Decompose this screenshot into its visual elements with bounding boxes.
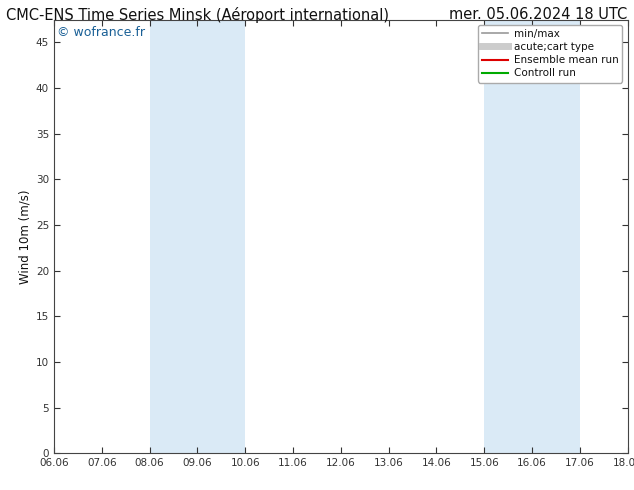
- Legend: min/max, acute;cart type, Ensemble mean run, Controll run: min/max, acute;cart type, Ensemble mean …: [478, 25, 623, 82]
- Bar: [150, 20, 245, 453]
- Text: mer. 05.06.2024 18 UTC: mer. 05.06.2024 18 UTC: [450, 7, 628, 23]
- Text: CMC-ENS Time Series Minsk (Aéroport international): CMC-ENS Time Series Minsk (Aéroport inte…: [6, 7, 389, 24]
- Text: © wofrance.fr: © wofrance.fr: [57, 26, 145, 39]
- Bar: [484, 20, 580, 453]
- Y-axis label: Wind 10m (m/s): Wind 10m (m/s): [18, 189, 32, 284]
